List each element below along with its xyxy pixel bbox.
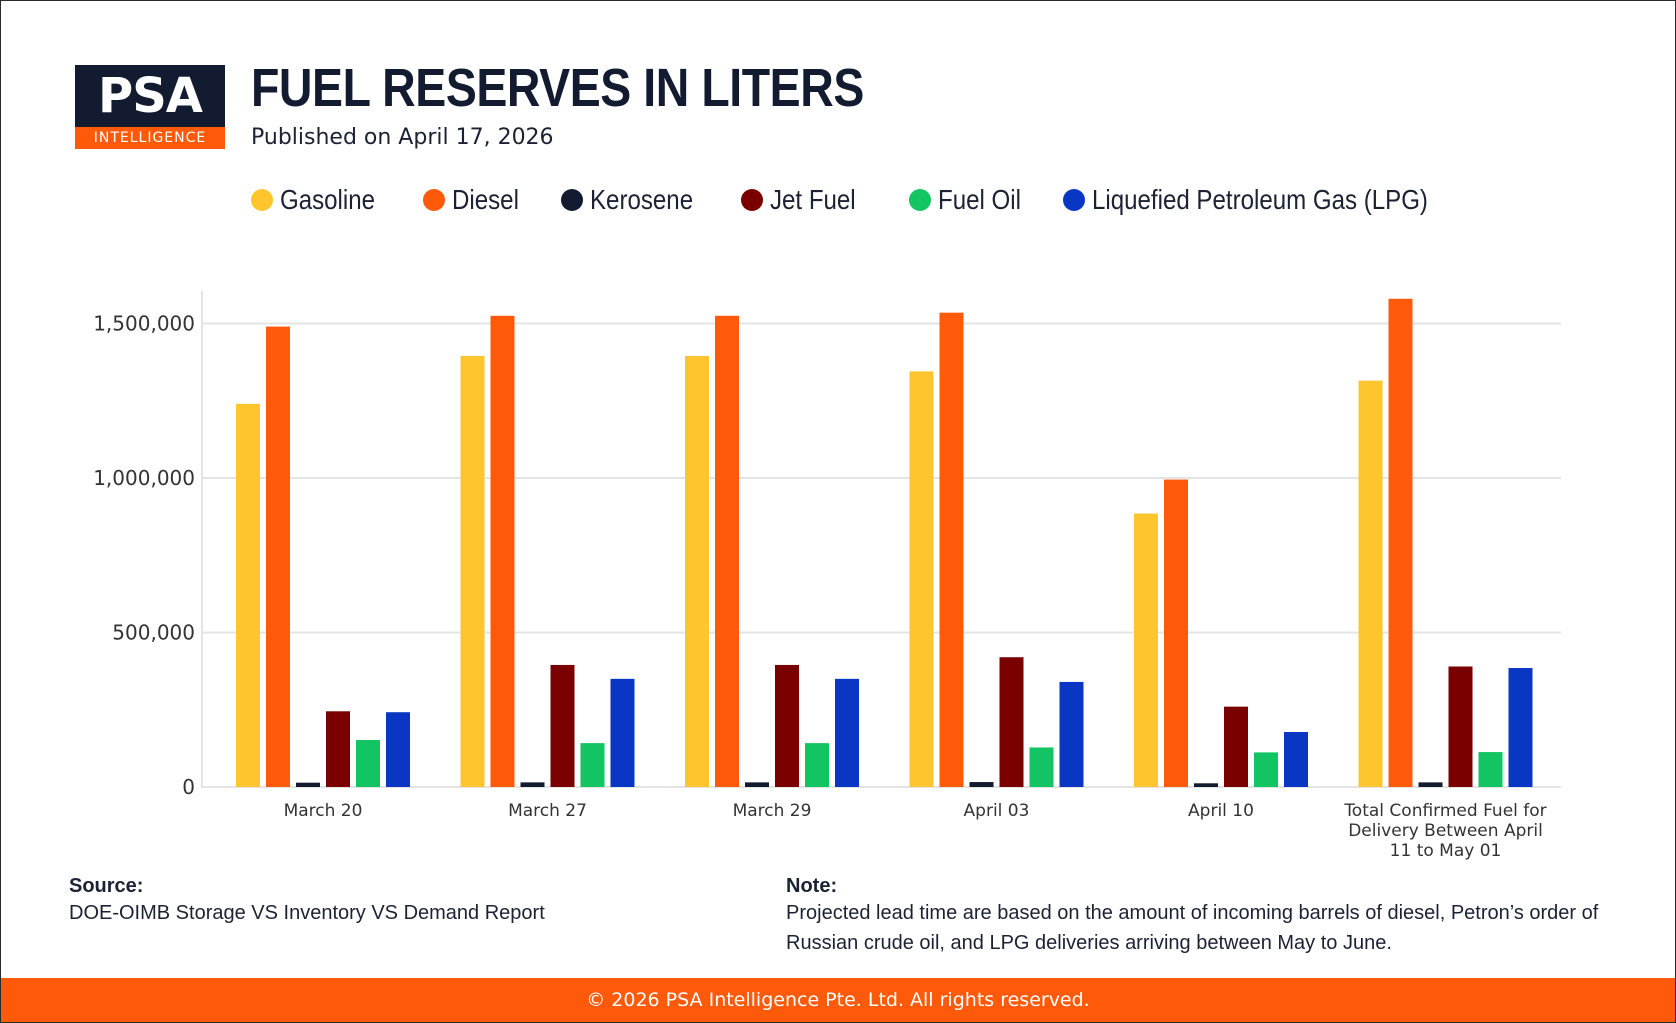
bar-kerosene-4 <box>1194 783 1218 787</box>
y-tick-label: 1,000,000 <box>93 466 195 490</box>
bar-jet-fuel-3 <box>999 657 1024 787</box>
legend-item-diesel: Diesel <box>423 184 530 216</box>
y-tick-label: 0 <box>182 775 195 799</box>
x-tick-label: April 03 <box>964 801 1030 821</box>
legend-label: Liquefied Petroleum Gas (LPG) <box>1092 184 1428 215</box>
y-tick-label: 500,000 <box>112 621 195 645</box>
note-text: Projected lead time are based on the amo… <box>786 902 1599 954</box>
x-tick-label: March 20 <box>284 801 363 821</box>
legend-item-liquefied-petroleum-gas-lpg: Liquefied Petroleum Gas (LPG) <box>1063 184 1483 216</box>
bar-diesel-3 <box>939 312 964 787</box>
bar-kerosene-2 <box>745 782 769 787</box>
legend-label: Gasoline <box>280 184 376 215</box>
copyright-footer: © 2026 PSA Intelligence Pte. Ltd. All ri… <box>1 978 1675 1022</box>
bar-fuel-oil-0 <box>356 740 380 787</box>
bar-gasoline-0 <box>236 403 260 787</box>
bar-kerosene-1 <box>520 782 545 787</box>
bar-liquefied-petroleum-gas-lpg-3 <box>1059 681 1084 787</box>
chart-legend: Gasoline Diesel Kerosene Jet Fuel Fuel Oil Li… <box>251 184 1611 216</box>
bar-diesel-4 <box>1164 479 1188 787</box>
bar-diesel-0 <box>266 326 290 787</box>
bar-fuel-oil-1 <box>580 743 605 787</box>
bar-jet-fuel-2 <box>775 664 799 787</box>
bar-jet-fuel-4 <box>1224 706 1248 787</box>
bar-fuel-oil-2 <box>805 743 829 787</box>
y-tick-label: 1,500,000 <box>93 312 195 336</box>
bar-gasoline-4 <box>1134 513 1158 787</box>
source-block: Source: DOE-OIMB Storage VS Inventory VS… <box>69 875 669 928</box>
logo-main-text: PSA <box>75 65 225 127</box>
legend-swatch <box>1063 189 1085 211</box>
legend-item-fuel-oil: Fuel Oil <box>909 184 1034 216</box>
x-tick-label: March 29 <box>733 801 812 821</box>
bar-jet-fuel-0 <box>326 711 350 787</box>
legend-item-gasoline: Gasoline <box>251 184 391 216</box>
note-label: Note: <box>786 875 838 897</box>
bar-diesel-1 <box>490 315 515 787</box>
bar-fuel-oil-3 <box>1029 747 1054 787</box>
bar-diesel-5 <box>1388 298 1413 787</box>
legend-swatch <box>909 189 931 211</box>
bar-jet-fuel-1 <box>550 664 575 787</box>
legend-item-jet-fuel: Jet Fuel <box>741 184 870 216</box>
page-title: FUEL RESERVES IN LITERS <box>251 58 864 118</box>
legend-swatch <box>741 189 763 211</box>
note-block: Note: Projected lead time are based on t… <box>786 875 1606 958</box>
legend-swatch <box>423 189 445 211</box>
bar-kerosene-0 <box>296 782 320 787</box>
psa-logo: PSA INTELLIGENCE <box>75 65 225 149</box>
legend-label: Diesel <box>452 184 519 215</box>
legend-label: Jet Fuel <box>770 184 856 215</box>
legend-label: Kerosene <box>590 184 694 215</box>
bar-gasoline-2 <box>685 355 709 787</box>
x-tick-label: Total Confirmed Fuel for Delivery Between… <box>1343 801 1546 861</box>
source-text: DOE-OIMB Storage VS Inventory VS Demand … <box>69 902 545 924</box>
fuel-reserves-bar-chart: 0 500,000 1,000,000 1,500,000 March 20 March … <box>93 291 1561 861</box>
x-tick-label: April 10 <box>1188 801 1254 821</box>
legend-swatch <box>561 189 583 211</box>
legend-item-kerosene: Kerosene <box>561 184 710 216</box>
bar-liquefied-petroleum-gas-lpg-4 <box>1284 731 1308 787</box>
page-subtitle: Published on April 17, 2026 <box>251 125 554 150</box>
bar-kerosene-3 <box>969 782 994 787</box>
legend-label: Fuel Oil <box>938 184 1021 215</box>
legend-swatch <box>251 189 273 211</box>
source-label: Source: <box>69 875 144 897</box>
bar-jet-fuel-5 <box>1448 666 1473 787</box>
bar-diesel-2 <box>715 315 739 787</box>
bar-kerosene-5 <box>1418 782 1443 787</box>
bar-gasoline-3 <box>909 371 934 787</box>
bar-fuel-oil-4 <box>1254 752 1278 787</box>
bar-liquefied-petroleum-gas-lpg-5 <box>1508 668 1533 787</box>
bar-gasoline-5 <box>1358 380 1383 787</box>
bar-gasoline-1 <box>460 355 485 787</box>
x-tick-label: March 27 <box>508 801 587 821</box>
bar-liquefied-petroleum-gas-lpg-0 <box>386 712 410 787</box>
footer-text: © 2026 PSA Intelligence Pte. Ltd. All ri… <box>586 989 1090 1011</box>
logo-sub-text: INTELLIGENCE <box>75 127 225 149</box>
bar-fuel-oil-5 <box>1478 752 1503 787</box>
bar-liquefied-petroleum-gas-lpg-2 <box>835 678 859 787</box>
bar-liquefied-petroleum-gas-lpg-1 <box>610 678 635 787</box>
